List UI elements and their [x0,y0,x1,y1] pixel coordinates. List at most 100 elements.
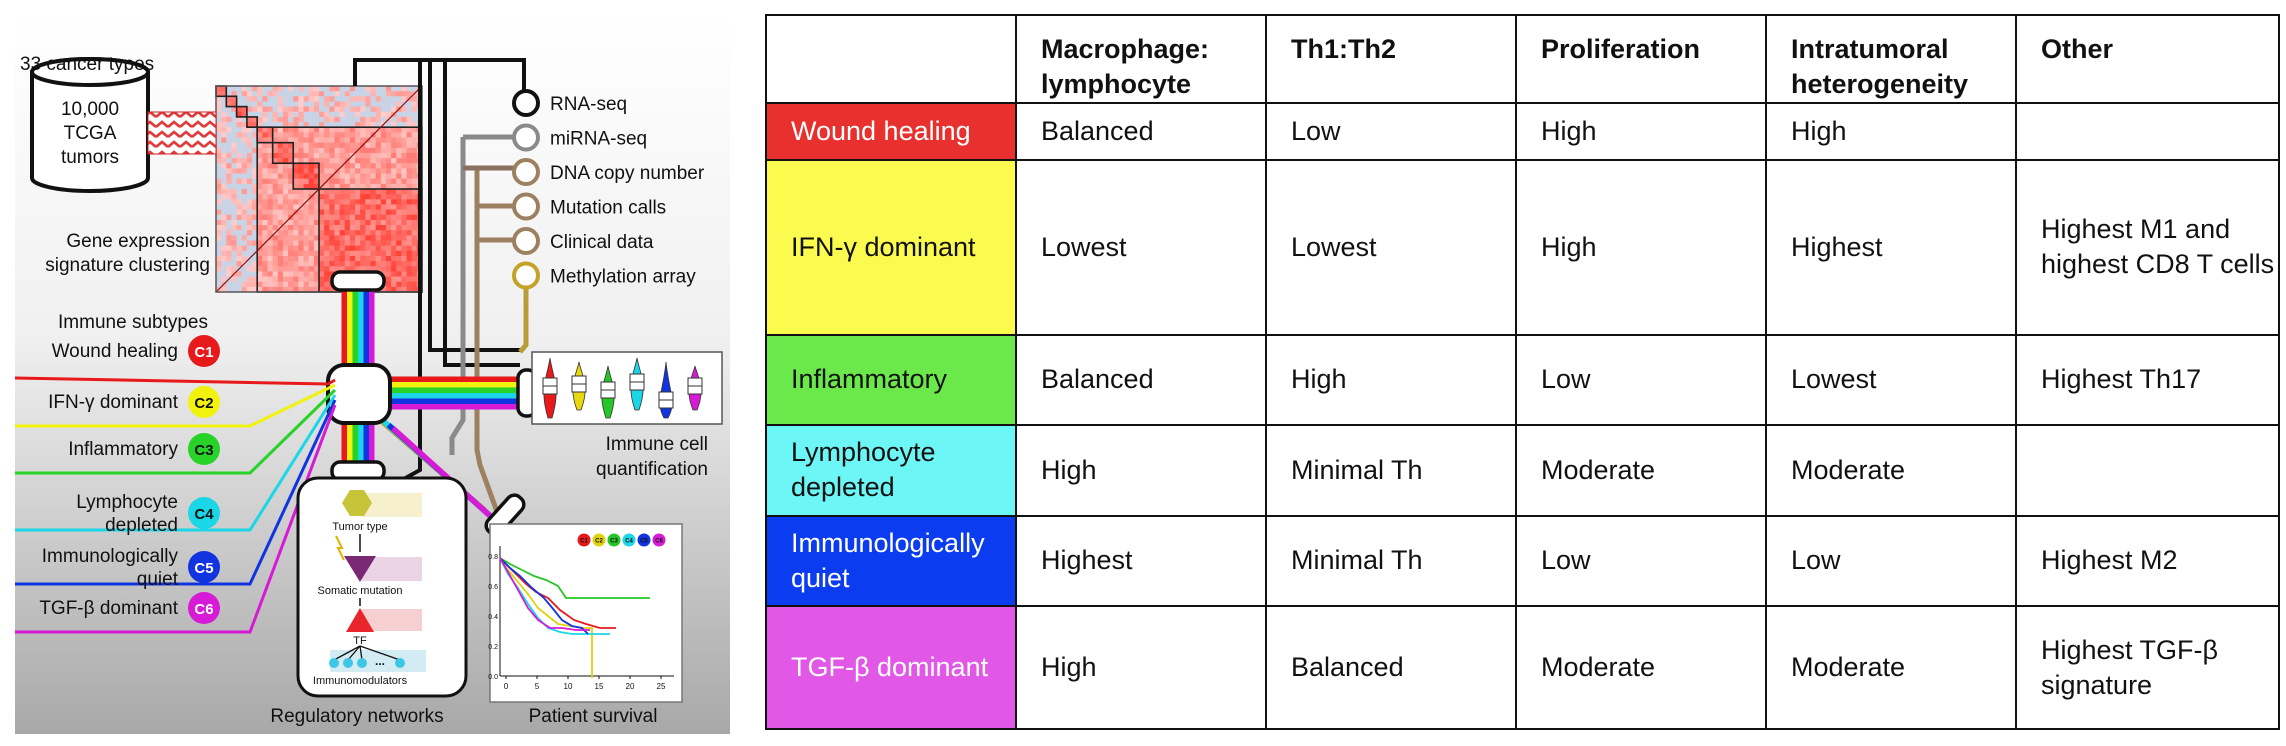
tumor-count-line-2: TCGA [64,123,117,144]
tumor-type-label: Tumor type [332,521,387,533]
quantification-label-line-2: quantification [596,459,708,480]
row-label-wound-healing: Wound healing [765,102,1017,161]
subtype-code: C2 [194,395,213,412]
subtype-label: quiet [137,569,179,590]
table-cell: Minimal Th [1265,424,1517,517]
survival-y-tick: 0.0 [488,674,498,681]
survival-x-tick: 0 [504,682,509,691]
survival-legend-swatch [637,533,651,547]
table-cell: Lowest [1265,158,1517,336]
table-cell: High [1515,102,1767,161]
expression-heatmap [215,85,423,293]
clustering-label-line-1: Gene expression [66,231,210,252]
subtype-badge [188,497,220,529]
tf-label: TF [353,635,367,647]
subtype-line [15,394,337,532]
header-macrophage-lymphocyte: Macrophage: lymphocyte [1015,13,1267,105]
subtype-line [15,383,336,428]
data-type-label: miRNA-seq [550,129,647,150]
subtype-line [14,376,336,386]
survival-legend-label: C6 [655,539,663,545]
table-cell: Moderate [1765,605,2017,730]
survival-legend-label: C4 [625,539,633,545]
data-flow-zigzag [147,111,217,155]
immunomodulators-label: Immunomodulators [313,675,408,687]
subtype-label: IFN-γ dominant [48,392,179,413]
survival-legend-label: C5 [640,539,648,545]
table-cell: Lowest [1015,158,1267,336]
table-row: Lymphocyte depleted High Minimal Th Mode… [765,424,2280,517]
data-type-label: Clinical data [550,232,654,253]
table-cell: High [1015,605,1267,730]
survival-legend-swatch [592,533,606,547]
subtype-label: Inflammatory [68,439,178,460]
subtype-line [15,399,337,586]
table-cell: High [1515,158,1767,336]
row-label-immunologically-quiet: Immunologically quiet [765,514,1017,608]
table-row: Immunologically quiet Highest Minimal Th… [765,514,2280,608]
immune-quantification-panel: Immune cell quantification [531,351,723,480]
data-type-node [512,227,540,255]
tumor-count-line-1: 10,000 [61,99,119,120]
data-type-node [512,261,540,290]
subtype-badge [188,592,220,624]
subtype-badge [188,551,220,583]
survival-x-tick: 5 [535,682,540,691]
immune-subtype-list: Wound healing C1 IFN-γ dominant C2 Inflammat… [14,335,337,634]
survival-legend-label: C2 [595,539,603,545]
table-cell: Highest M2 [2015,514,2280,608]
table-cell: Low [1765,514,2017,608]
immune-subtype-table: Macrophage: lymphocyte Th1:Th2 Prolifera… [765,13,2280,730]
subtype-code: C3 [194,442,213,459]
survival-x-tick: 20 [626,682,635,691]
data-type-node [512,158,540,186]
row-label-inflammatory: Inflammatory [765,333,1017,427]
row-label-lymphocyte-depleted: Lymphocyte depleted [765,424,1017,517]
table-cell: Highest [1015,514,1267,608]
immune-subtypes-title: Immune subtypes [58,312,208,333]
survival-x-tick: 15 [595,682,604,691]
table-cell: Moderate [1515,424,1767,517]
mutation-bolt-icon [335,535,345,561]
survival-legend-swatch [652,533,666,547]
survival-legend-swatch [577,533,591,547]
header-proliferation: Proliferation [1515,13,1767,105]
regulatory-network-panel: Tumor type Somatic mutation TF ... Immun… [296,476,468,698]
table-row: TGF-β dominant High Balanced Moderate Mo… [765,605,2280,730]
table-row: Wound healing Balanced Low High High [765,102,2280,161]
subtype-line [15,388,337,475]
survival-y-tick: 0.4 [488,614,498,621]
tumor-type-node [342,490,372,516]
subtype-code: C5 [194,560,213,577]
tumor-database-icon [30,57,150,193]
table-row: IFN-γ dominant Lowest Lowest High Highes… [765,158,2280,336]
subtype-code: C4 [194,506,214,523]
somatic-mutation-label: Somatic mutation [318,585,403,597]
survival-y-tick: 0.6 [488,584,498,591]
header-intratumoral-heterogeneity: Intratumoral heterogeneity [1765,13,2017,105]
table-cell: Highest M1 and highest CD8 T cells [2015,158,2280,336]
table-cell: Low [1265,102,1517,161]
subtype-badge [188,433,220,465]
data-type-label: DNA copy number [550,163,705,184]
table-cell: Balanced [1265,605,1517,730]
data-type-list: RNA-seq miRNA-seq DNA copy number Mutation … [512,89,705,290]
survival-y-tick: 0.8 [488,554,498,561]
survival-legend-swatch [622,533,636,547]
quantification-label-line-1: Immune cell [606,434,708,455]
data-type-node [512,89,540,117]
table-cell: Lowest [1765,333,2017,427]
table-cell: Highest TGF-β signature [2015,605,2280,730]
subtype-code: C1 [194,344,213,361]
survival-y-tick: 0.2 [488,644,498,651]
immunomodulator-nodes [329,658,405,668]
survival-legend-label: C1 [580,539,588,545]
table-cell: Low [1515,514,1767,608]
regulatory-networks-label: Regulatory networks [270,706,443,727]
survival-legend-label: C3 [610,539,618,545]
subtype-label: depleted [105,515,178,536]
row-label-ifn-gamma-dominant: IFN-γ dominant [765,158,1017,336]
data-type-label: Mutation calls [550,198,666,219]
table-cell: High [1765,102,2017,161]
subtype-label: Wound healing [52,341,178,362]
